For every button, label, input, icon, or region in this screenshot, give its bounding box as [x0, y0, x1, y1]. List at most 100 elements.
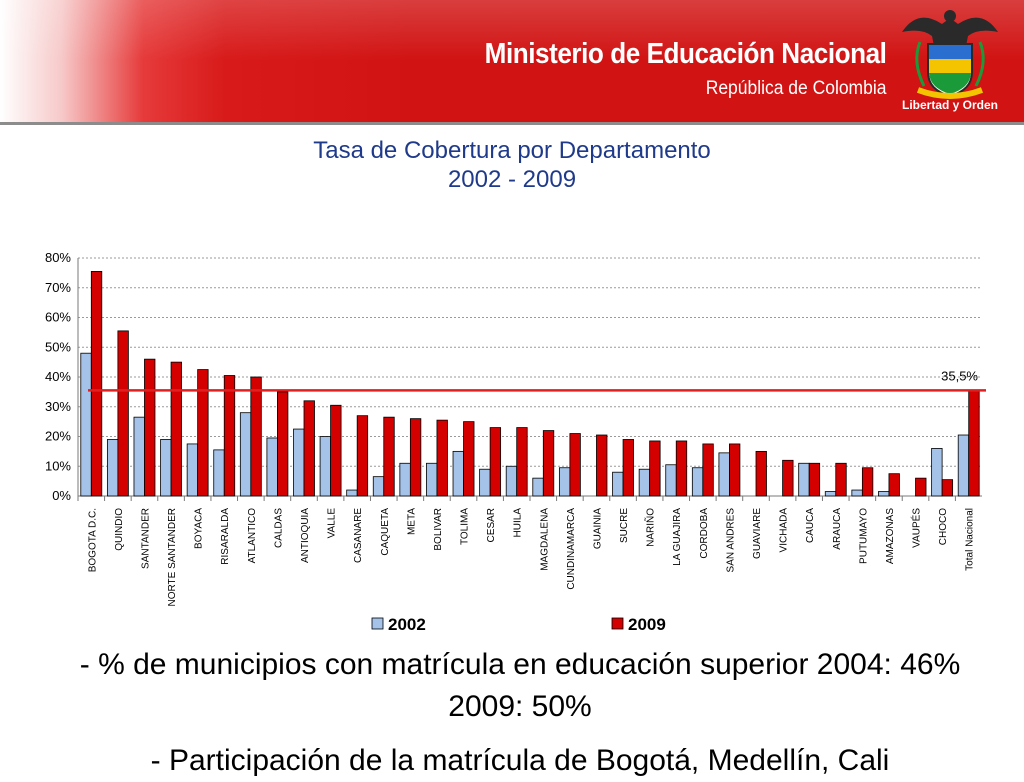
bar-2002 [399, 462, 411, 497]
bar-2009 [489, 427, 502, 497]
bar-2002 [80, 352, 92, 497]
x-tick-label: CALDAS [273, 508, 284, 548]
bar-2009 [596, 434, 608, 497]
bar-2002 [931, 447, 943, 497]
bar-2002 [133, 416, 145, 497]
legend-swatch-2002 [371, 617, 384, 630]
bar-2009 [409, 418, 422, 497]
x-tick-label: AMAZONAS [885, 508, 896, 564]
legend-swatch-2009 [611, 617, 624, 630]
republic-name: República de Colombia [705, 78, 886, 99]
chart-title-block: Tasa de Cobertura por Departamento 2002 … [212, 136, 812, 194]
bar-2002 [319, 436, 331, 497]
bar-2009 [463, 421, 475, 497]
x-tick-label: CAUCA [805, 508, 816, 543]
bar-2009 [835, 462, 847, 497]
y-tick-label: 80% [45, 250, 71, 265]
slide-header: Ministerio de Educación Nacional Repúbli… [0, 0, 1024, 125]
x-tick-label: Total Nacional [965, 508, 976, 571]
bar-2009 [250, 376, 262, 497]
bar-2002 [266, 437, 278, 497]
x-tick-label: ATLANTICO [247, 508, 258, 564]
bar-2009 [729, 443, 741, 497]
bar-2002 [293, 428, 305, 497]
y-tick-label: 0% [52, 488, 71, 503]
bar-2002 [665, 464, 677, 497]
x-tick-label: MAGDALENA [539, 508, 550, 571]
bar-2002 [798, 462, 810, 497]
x-tick-label: SAN ANDRES [725, 508, 736, 573]
bar-2002 [532, 477, 544, 497]
x-tick-label: CASANARE [353, 508, 364, 563]
x-tick-label: CESAR [486, 508, 497, 542]
bar-2002 [638, 468, 651, 497]
x-tick-label: GUAINIA [592, 508, 603, 549]
bar-2002 [851, 489, 863, 497]
bar-2002 [957, 434, 970, 497]
bar-2002 [824, 491, 837, 497]
y-tick-label: 10% [45, 458, 71, 473]
bar-2002 [372, 476, 385, 497]
bar-2002 [612, 471, 624, 497]
bar-2009 [356, 415, 369, 497]
x-tick-label: VALLE [327, 508, 338, 539]
y-tick-label: 40% [45, 369, 71, 384]
bar-2002 [718, 452, 730, 497]
bar-2002 [479, 468, 491, 497]
chart-title: Tasa de Cobertura por Departamento [313, 137, 711, 164]
x-tick-label: BOYACA [194, 508, 205, 549]
x-tick-label: CHOCO [938, 508, 949, 545]
coverage-bar-chart: 0% 10% 20% 30% 40% 50% 60% 70% 80% BOGOTA D.C. QUI… [45, 250, 986, 634]
bar-2002 [346, 489, 358, 497]
bar-2009 [808, 462, 821, 497]
x-tick-label: LA GUAJIRA [672, 508, 683, 566]
x-tick-label: CAQUETA [380, 508, 391, 556]
bar-2002 [878, 491, 890, 497]
bar-2009 [436, 419, 448, 497]
x-tick-label: PUTUMAYO [858, 508, 869, 564]
x-tick-label: VICHADA [779, 508, 790, 553]
bar-2009 [516, 427, 528, 497]
bar-2009 [277, 391, 289, 497]
x-tick-label: CORDOBA [699, 508, 710, 559]
bar-2002 [558, 467, 571, 497]
y-tick-label: 30% [45, 399, 71, 414]
header-shine [0, 0, 1024, 60]
bar-2009 [117, 330, 129, 497]
x-tick-label: CUNDINAMARCA [566, 508, 577, 590]
x-tick-label: VAUPÉS [910, 508, 923, 548]
x-tick-label: ARAUCA [832, 508, 843, 550]
x-tick-label: BOLIVAR [433, 508, 444, 551]
x-tick-label: ANTIOQUIA [300, 508, 311, 563]
x-tick-label: QUINDIO [114, 508, 125, 551]
bar-2009 [223, 375, 236, 497]
bar-2009 [861, 467, 874, 497]
bar-2009 [702, 443, 714, 497]
y-tick-label: 20% [45, 429, 71, 444]
bar-2009 [649, 440, 661, 497]
ministry-name: Ministerio de Educación Nacional [484, 38, 886, 70]
bar-2009 [170, 361, 182, 497]
bar-2002 [239, 412, 252, 497]
bar-2002 [186, 443, 199, 497]
y-tick-label: 50% [45, 339, 71, 354]
legend-label-2002: 2002 [388, 615, 426, 634]
bar-2009 [197, 369, 209, 497]
x-tick-label: RISARALDA [220, 508, 231, 565]
bullet-item: - % de municipios con matrícula en educa… [79, 648, 961, 723]
x-tick-label: GUAVIARE [752, 508, 763, 559]
reference-line-label: 35,5% [941, 368, 978, 383]
bar-2009 [888, 473, 900, 497]
bar-2002 [505, 465, 518, 497]
x-tick-label: META [406, 508, 417, 535]
x-tick-label: NORTE SANTANDER [167, 508, 178, 607]
bar-2009 [915, 477, 927, 497]
chart-subtitle: 2002 - 2009 [447, 166, 577, 193]
bar-2002 [160, 439, 172, 497]
bullet-item: - Participación de la matrícula de Bogot… [150, 744, 890, 777]
bar-2009 [968, 389, 980, 497]
bar-2002 [452, 450, 464, 497]
y-tick-label: 60% [45, 310, 71, 325]
bullet-list: - % de municipios con matrícula en educa… [40, 644, 1000, 782]
motto-text: Libertad y Orden [901, 98, 999, 112]
